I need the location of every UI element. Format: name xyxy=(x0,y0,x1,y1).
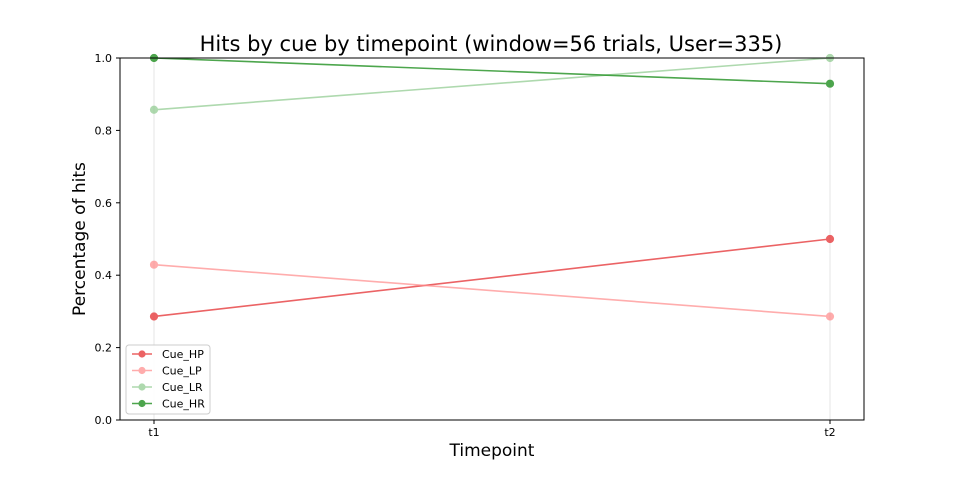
series-line xyxy=(153,238,831,318)
legend-label: Cue_LP xyxy=(162,365,202,378)
x-tick-label: t1 xyxy=(148,426,159,439)
y-tick-label: 0.2 xyxy=(95,342,113,355)
data-point xyxy=(825,312,835,321)
axis-layer: t1 t2 0.0 0.2 0.4 0.6 0.8 1.0 xyxy=(95,52,836,439)
data-point xyxy=(149,312,159,321)
legend-marker xyxy=(132,383,152,391)
y-tick-label: 0.0 xyxy=(95,414,113,427)
series-cue-hp xyxy=(149,234,835,321)
plot-frame xyxy=(119,57,865,421)
series-cue-lr xyxy=(149,53,835,114)
legend-dot xyxy=(138,350,146,358)
legend-marker xyxy=(132,350,152,358)
legend-marker xyxy=(132,366,152,375)
legend: Cue_HP Cue_LP Cue_LR Cue_HR xyxy=(125,344,211,415)
data-point xyxy=(149,105,159,114)
series-line xyxy=(153,263,831,318)
legend-dot xyxy=(138,383,146,391)
legend-label: Cue_HR xyxy=(162,398,205,411)
series-layer xyxy=(149,53,835,321)
grid-layer xyxy=(153,58,831,420)
series-line xyxy=(153,57,831,85)
legend-dot xyxy=(138,399,146,408)
y-tick-label: 0.6 xyxy=(95,197,113,210)
x-tick-label: t2 xyxy=(824,426,835,439)
legend-label: Cue_HP xyxy=(162,348,204,361)
y-axis-label: Percentage of hits xyxy=(70,162,90,316)
series-line xyxy=(153,57,831,111)
data-point xyxy=(825,234,835,244)
chart-title: Hits by cue by timepoint (window=56 tria… xyxy=(200,32,783,56)
series-cue-hr xyxy=(149,53,835,88)
legend-marker xyxy=(132,399,152,408)
legend-dot xyxy=(138,366,146,375)
data-point xyxy=(825,79,835,88)
y-tick-label: 0.4 xyxy=(95,269,113,282)
legend-box xyxy=(125,344,211,415)
data-point xyxy=(149,260,159,269)
series-cue-lp xyxy=(149,260,835,321)
y-tick-label: 1.0 xyxy=(95,52,113,65)
x-axis-label: Timepoint xyxy=(449,441,535,461)
y-tick-label: 0.8 xyxy=(95,124,113,137)
legend-label: Cue_LR xyxy=(162,381,203,394)
